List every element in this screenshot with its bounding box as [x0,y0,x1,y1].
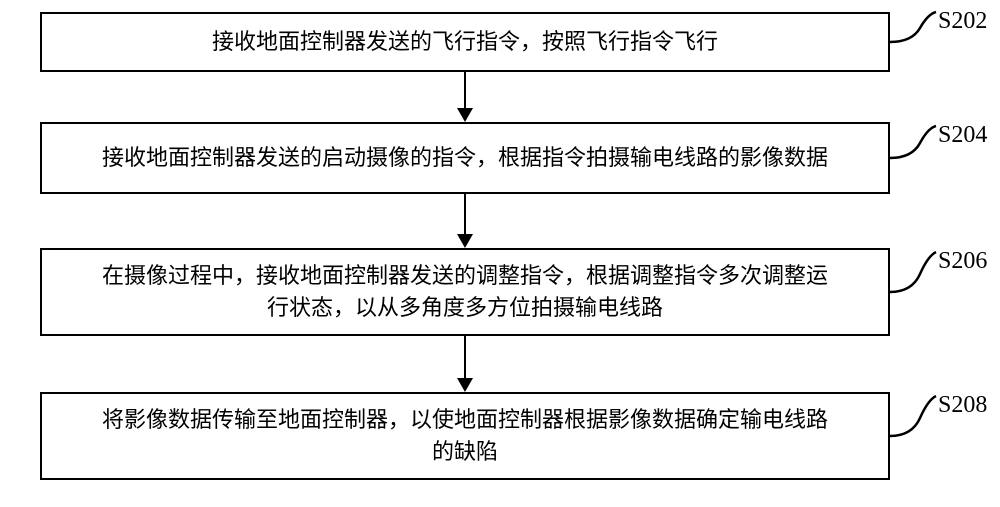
step-box-1: 接收地面控制器发送的飞行指令，按照飞行指令飞行 [40,12,890,72]
step-text-4: 将影像数据传输至地面控制器，以使地面控制器根据影像数据确定输电线路 的缺陷 [102,404,828,468]
step-box-2: 接收地面控制器发送的启动摄像的指令，根据指令拍摄输电线路的影像数据 [40,122,890,194]
step-text-3: 在摄像过程中，接收地面控制器发送的调整指令，根据调整指令多次调整运 行状态，以从… [102,260,828,324]
step-box-3: 在摄像过程中，接收地面控制器发送的调整指令，根据调整指令多次调整运 行状态，以从… [40,248,890,336]
connector-2 [890,122,940,164]
arrow-1-line [464,72,466,108]
arrow-3-head [457,378,473,392]
arrow-2-line [464,194,466,234]
connector-1 [890,8,940,48]
arrow-2-head [457,234,473,248]
step-label-1: S202 [938,8,987,35]
arrow-3-line [464,336,466,378]
arrow-1-head [457,108,473,122]
step-box-4: 将影像数据传输至地面控制器，以使地面控制器根据影像数据确定输电线路 的缺陷 [40,392,890,480]
connector-4 [890,392,940,442]
flowchart-canvas: { "layout": { "canvas_w": 1000, "canvas_… [0,0,1000,507]
connector-3 [890,248,940,298]
step-text-2: 接收地面控制器发送的启动摄像的指令，根据指令拍摄输电线路的影像数据 [102,142,828,174]
step-label-2: S204 [938,122,987,149]
step-label-4: S208 [938,392,987,419]
step-text-1: 接收地面控制器发送的飞行指令，按照飞行指令飞行 [212,26,718,58]
step-label-3: S206 [938,248,987,275]
